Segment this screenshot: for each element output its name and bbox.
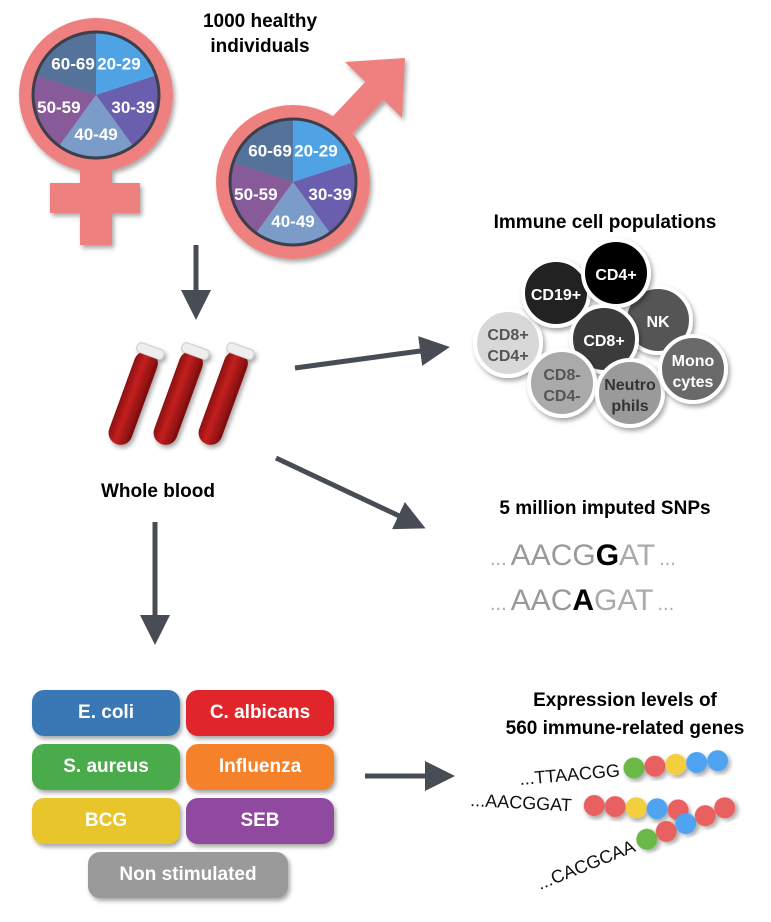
sequence-text: ...CACGCAA [534, 836, 638, 894]
age-label: 50-59 [37, 98, 80, 117]
pie-slice-40-49 [58, 95, 134, 158]
seq-suffix: GAT [594, 584, 653, 617]
whole-blood-label: Whole blood [101, 481, 215, 502]
pie-outline [31, 30, 161, 160]
cell-label-line2: CD4- [543, 388, 580, 405]
expression-bead [707, 750, 729, 772]
female-age-pie: 20-29 30-39 40-49 50-59 60-69 [31, 30, 161, 160]
cell-label-line2: phils [611, 398, 648, 415]
expression-bead [636, 828, 658, 850]
cell-cd8: CD8+ [569, 304, 639, 374]
cell-label: CD8+ [487, 327, 528, 344]
cell-neutrophils: Neutro phils [595, 358, 665, 428]
age-label: 60-69 [248, 141, 291, 160]
cell-label: CD8- [543, 367, 580, 384]
expression-bead [644, 755, 666, 777]
expression-bead [625, 797, 647, 819]
expression-sequence: ...TTAACGG [519, 750, 729, 789]
stimulus-e-coli: E. coli [32, 690, 180, 736]
cell-label: Neutro [604, 377, 656, 394]
expression-bead [604, 796, 626, 818]
expression-bead [623, 757, 645, 779]
stimulus-influenza: Influenza [186, 744, 334, 790]
cell-cd8cd4: CD8- CD4- [527, 348, 597, 418]
expression-bead [655, 820, 677, 842]
snp-sequence-2: ... AACAGAT... [490, 584, 674, 617]
age-label: 50-59 [234, 185, 277, 204]
cohort-title-line2: individuals [210, 36, 309, 57]
age-label: 60-69 [51, 54, 94, 73]
age-label: 40-49 [74, 125, 117, 144]
pie-slice-60-69 [36, 32, 96, 95]
pie-slice-30-39 [293, 162, 356, 233]
ellipsis: ... [659, 548, 676, 570]
pie-slice-20-29 [96, 32, 156, 95]
blood-tubes-icon [108, 342, 255, 445]
seq-prefix: AAC [511, 584, 573, 617]
stimulus-seb: SEB [186, 798, 334, 844]
cell-cd4: CD4+ [581, 238, 651, 308]
ellipsis: ... [490, 593, 507, 615]
age-label: 40-49 [271, 212, 314, 231]
expression-title-line2: 560 immune-related genes [506, 718, 745, 739]
pie-slice-40-49 [255, 182, 331, 245]
age-label: 30-39 [308, 185, 351, 204]
expression-bead [694, 805, 716, 827]
expression-bead [714, 797, 736, 819]
cell-label: CD4+ [595, 267, 636, 284]
snp-sequence-1: ... AACGGAT... [490, 539, 676, 572]
ellipsis: ... [490, 548, 507, 570]
age-label: 20-29 [97, 54, 140, 73]
cell-label-line2: cytes [673, 374, 714, 391]
pie-slice-20-29 [293, 119, 353, 182]
cohort-title-line1: 1000 healthy [203, 11, 317, 32]
cell-label-line2: CD4+ [487, 348, 528, 365]
arrow-blood-to-snps [274, 455, 426, 530]
pie-slice-30-39 [96, 75, 159, 146]
age-label: 20-29 [294, 141, 337, 160]
age-label: 30-39 [111, 98, 154, 117]
cell-label: Mono [672, 353, 715, 370]
snps-title: 5 million imputed SNPs [499, 498, 710, 519]
snp-allele: G [596, 539, 619, 572]
expression-bead [583, 794, 605, 816]
snp-allele: A [572, 584, 594, 617]
seq-prefix: AACG [511, 539, 596, 572]
cell-cd8cd4: CD8+ CD4+ [473, 308, 543, 378]
cell-label: CD8+ [583, 333, 624, 350]
immune-cell-cluster: CD8+CD4+CD19+NKCD4+CD8+CD8-CD4-Neutrophi… [473, 238, 728, 428]
ellipsis: ... [657, 593, 674, 615]
expression-sequences: ...TTAACGG...AACGGAT ...CACGCAA [470, 750, 736, 894]
stimulus-bcg: BCG [32, 798, 180, 844]
seq-suffix: AT [619, 539, 655, 572]
expression-bead [646, 798, 668, 820]
expression-bead [686, 752, 708, 774]
pie-slice-50-59 [33, 75, 96, 146]
stimulus-s-aureus: S. aureus [32, 744, 180, 790]
expression-title-line1: Expression levels of [533, 690, 717, 711]
pie-outline [228, 117, 358, 247]
sequence-text: ...AACGGAT [470, 790, 573, 815]
immune-cells-title: Immune cell populations [494, 212, 717, 233]
sequence-text: ...TTAACGG [519, 760, 621, 789]
expression-bead [665, 753, 687, 775]
pie-slice-60-69 [233, 119, 293, 182]
expression-bead [675, 813, 697, 835]
cell-label: NK [646, 314, 670, 331]
stimulus-c-albicans: C. albicans [186, 690, 334, 736]
male-age-pie: 20-29 30-39 40-49 50-59 60-69 [228, 117, 358, 247]
expression-sequence: ...AACGGAT [470, 790, 689, 821]
cell-monocytes: Mono cytes [658, 334, 728, 404]
arrow-blood-to-cells [294, 336, 450, 371]
cell-label: CD19+ [531, 287, 581, 304]
stimulus-non-stimulated: Non stimulated [88, 852, 288, 898]
pie-slice-50-59 [230, 162, 293, 233]
